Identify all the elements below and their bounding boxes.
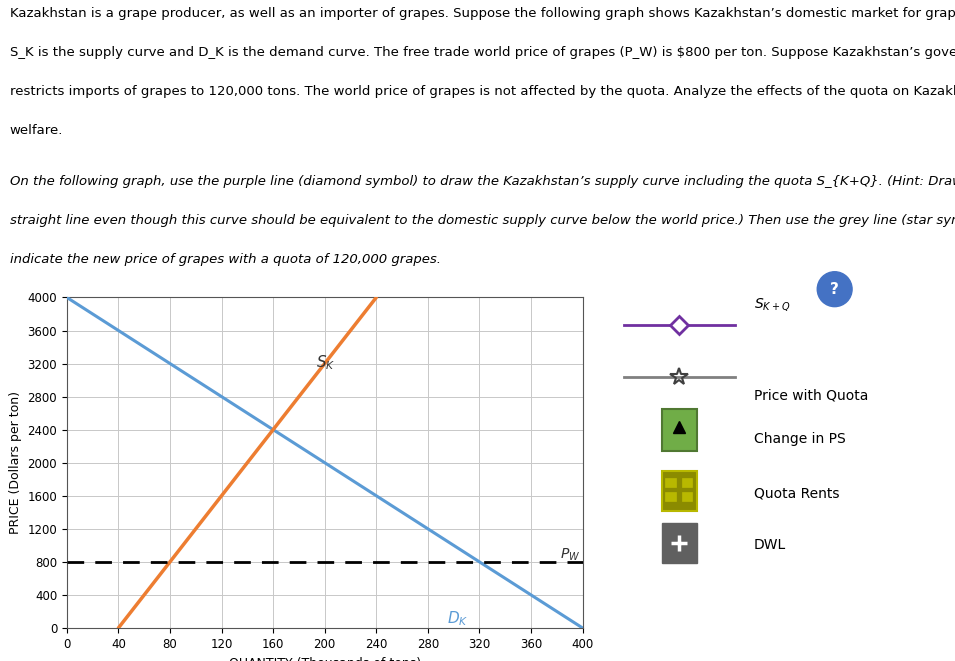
FancyBboxPatch shape <box>662 471 697 511</box>
Text: indicate the new price of grapes with a quota of 120,000 grapes.: indicate the new price of grapes with a … <box>10 253 440 266</box>
Text: ?: ? <box>830 282 839 297</box>
Text: DWL: DWL <box>754 538 786 552</box>
FancyBboxPatch shape <box>662 409 697 451</box>
Text: Kazakhstan is a grape producer, as well as an importer of grapes. Suppose the fo: Kazakhstan is a grape producer, as well … <box>10 7 955 20</box>
Text: $S_K$: $S_K$ <box>316 354 335 372</box>
Text: On the following graph, use the purple line (diamond symbol) to draw the Kazakhs: On the following graph, use the purple l… <box>10 175 955 188</box>
Text: welfare.: welfare. <box>10 124 63 137</box>
Text: $P_W$: $P_W$ <box>560 547 580 563</box>
Circle shape <box>817 272 852 307</box>
FancyBboxPatch shape <box>682 478 692 486</box>
Text: straight line even though this curve should be equivalent to the domestic supply: straight line even though this curve sho… <box>10 214 955 227</box>
Text: Quota Rents: Quota Rents <box>754 486 839 500</box>
X-axis label: QUANTITY (Thousands of tons): QUANTITY (Thousands of tons) <box>228 656 421 661</box>
FancyBboxPatch shape <box>682 492 692 500</box>
FancyBboxPatch shape <box>666 492 676 500</box>
Text: $S_{K+Q}$: $S_{K+Q}$ <box>754 296 791 313</box>
Text: restricts imports of grapes to 120,000 tons. The world price of grapes is not af: restricts imports of grapes to 120,000 t… <box>10 85 955 98</box>
FancyBboxPatch shape <box>662 523 697 563</box>
Text: Price with Quota: Price with Quota <box>754 389 868 403</box>
Text: S_K is the supply curve and D_K is the demand curve. The free trade world price : S_K is the supply curve and D_K is the d… <box>10 46 955 59</box>
Text: Change in PS: Change in PS <box>754 432 846 446</box>
Y-axis label: PRICE (Dollars per ton): PRICE (Dollars per ton) <box>9 391 22 534</box>
Text: $D_K$: $D_K$ <box>447 609 469 628</box>
FancyBboxPatch shape <box>666 478 676 486</box>
